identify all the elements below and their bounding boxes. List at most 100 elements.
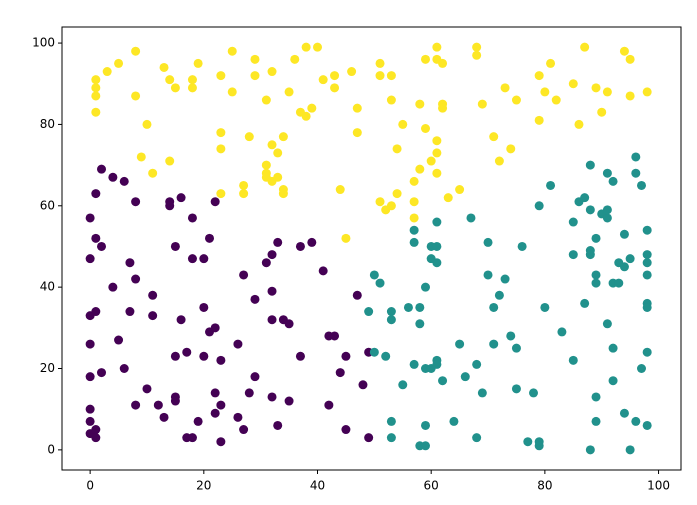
point bbox=[97, 164, 107, 174]
point bbox=[375, 278, 385, 288]
point bbox=[580, 42, 590, 52]
point bbox=[170, 241, 180, 251]
point bbox=[420, 420, 430, 430]
point bbox=[449, 416, 459, 426]
point bbox=[625, 91, 635, 101]
point bbox=[432, 168, 442, 178]
point bbox=[591, 392, 601, 402]
point bbox=[546, 180, 556, 190]
point bbox=[244, 388, 254, 398]
point bbox=[540, 302, 550, 312]
point bbox=[119, 176, 129, 186]
point bbox=[250, 294, 260, 304]
point bbox=[568, 217, 578, 227]
point bbox=[500, 274, 510, 284]
point bbox=[261, 95, 271, 105]
point bbox=[131, 91, 141, 101]
point bbox=[403, 302, 413, 312]
point bbox=[91, 91, 101, 101]
point bbox=[602, 87, 612, 97]
point bbox=[534, 71, 544, 81]
x-tick-label: 0 bbox=[86, 479, 94, 493]
point bbox=[307, 237, 317, 247]
point bbox=[597, 107, 607, 117]
point bbox=[608, 343, 618, 353]
point bbox=[409, 359, 419, 369]
point bbox=[631, 168, 641, 178]
point bbox=[85, 372, 95, 382]
point bbox=[284, 319, 294, 329]
point bbox=[602, 205, 612, 215]
point bbox=[472, 433, 482, 443]
point bbox=[642, 270, 652, 280]
point bbox=[239, 189, 249, 199]
y-tick-label: 60 bbox=[40, 198, 55, 212]
x-tick-label: 60 bbox=[424, 479, 439, 493]
point bbox=[409, 237, 419, 247]
point bbox=[415, 302, 425, 312]
point bbox=[585, 250, 595, 260]
point bbox=[352, 128, 362, 138]
point bbox=[267, 315, 277, 325]
point bbox=[420, 54, 430, 64]
point bbox=[602, 168, 612, 178]
point bbox=[284, 396, 294, 406]
point bbox=[619, 262, 629, 272]
point bbox=[159, 62, 169, 72]
point bbox=[585, 160, 595, 170]
point bbox=[409, 197, 419, 207]
point bbox=[216, 437, 226, 447]
point bbox=[608, 176, 618, 186]
point bbox=[239, 425, 249, 435]
point bbox=[114, 335, 124, 345]
point bbox=[193, 58, 203, 68]
point bbox=[642, 347, 652, 357]
point bbox=[455, 339, 465, 349]
point bbox=[85, 213, 95, 223]
point bbox=[284, 87, 294, 97]
point bbox=[483, 237, 493, 247]
point bbox=[216, 144, 226, 154]
point bbox=[153, 400, 163, 410]
point bbox=[568, 250, 578, 260]
y-tick-label: 0 bbox=[47, 442, 55, 456]
y-tick-label: 20 bbox=[40, 361, 55, 375]
point bbox=[534, 201, 544, 211]
point bbox=[176, 315, 186, 325]
point bbox=[506, 144, 516, 154]
point bbox=[398, 380, 408, 390]
point bbox=[307, 103, 317, 113]
point bbox=[392, 144, 402, 154]
point bbox=[267, 286, 277, 296]
point bbox=[250, 372, 260, 382]
point bbox=[546, 58, 556, 68]
point bbox=[534, 115, 544, 125]
point bbox=[608, 376, 618, 386]
point bbox=[148, 290, 158, 300]
point bbox=[364, 433, 374, 443]
point bbox=[438, 103, 448, 113]
point bbox=[142, 119, 152, 129]
point bbox=[642, 225, 652, 235]
point bbox=[91, 107, 101, 117]
point bbox=[386, 307, 396, 317]
point bbox=[273, 172, 283, 182]
point bbox=[227, 87, 237, 97]
point bbox=[375, 58, 385, 68]
point bbox=[341, 351, 351, 361]
point bbox=[386, 433, 396, 443]
point bbox=[415, 319, 425, 329]
point bbox=[591, 416, 601, 426]
point bbox=[614, 278, 624, 288]
point bbox=[591, 278, 601, 288]
point bbox=[273, 420, 283, 430]
y-tick-label: 40 bbox=[40, 280, 55, 294]
point bbox=[91, 433, 101, 443]
point bbox=[375, 71, 385, 81]
point bbox=[295, 241, 305, 251]
point bbox=[91, 83, 101, 93]
point bbox=[528, 388, 538, 398]
point bbox=[187, 433, 197, 443]
point bbox=[148, 168, 158, 178]
point bbox=[85, 254, 95, 264]
